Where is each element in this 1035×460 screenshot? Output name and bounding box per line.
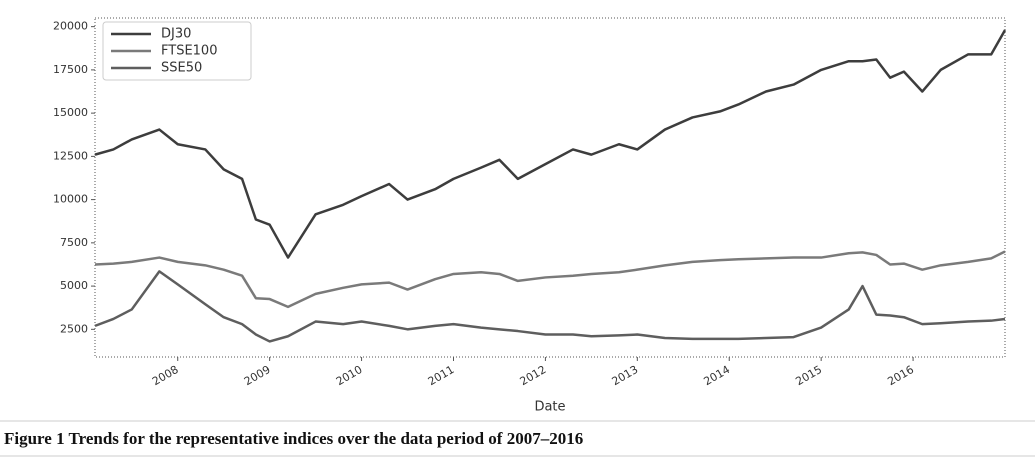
x-tick-label: 2013 xyxy=(610,363,641,388)
caption: Figure 1 Trends for the representative i… xyxy=(4,429,583,448)
x-tick-label: 2015 xyxy=(793,363,824,388)
legend-label: DJ30 xyxy=(161,27,191,42)
x-tick-label: 2012 xyxy=(518,363,549,388)
x-tick-label: 2009 xyxy=(242,363,273,388)
y-tick-label: 5000 xyxy=(60,279,88,292)
y-tick-label: 7500 xyxy=(60,236,88,249)
series-line xyxy=(94,270,1006,343)
y-tick-label: 20000 xyxy=(53,20,88,33)
y-tick-label: 10000 xyxy=(53,193,88,206)
series-line xyxy=(94,250,1006,309)
y-tick-label: 17500 xyxy=(53,63,88,76)
legend-label: FTSE100 xyxy=(161,44,217,59)
x-tick-label: 2011 xyxy=(426,363,457,388)
y-tick-label: 12500 xyxy=(53,149,88,162)
y-tick-label: 15000 xyxy=(53,106,88,119)
x-tick-label: 2010 xyxy=(334,363,365,388)
x-tick-label: 2016 xyxy=(885,363,916,388)
y-tick-label: 2500 xyxy=(60,322,88,335)
x-tick-label: 2008 xyxy=(150,363,181,388)
x-axis-label: Date xyxy=(534,400,565,415)
x-tick-label: 2014 xyxy=(701,363,732,388)
plot-frame xyxy=(94,17,1006,358)
legend-label: SSE50 xyxy=(161,61,202,76)
series-line xyxy=(94,29,1007,259)
legend-box xyxy=(102,21,252,81)
